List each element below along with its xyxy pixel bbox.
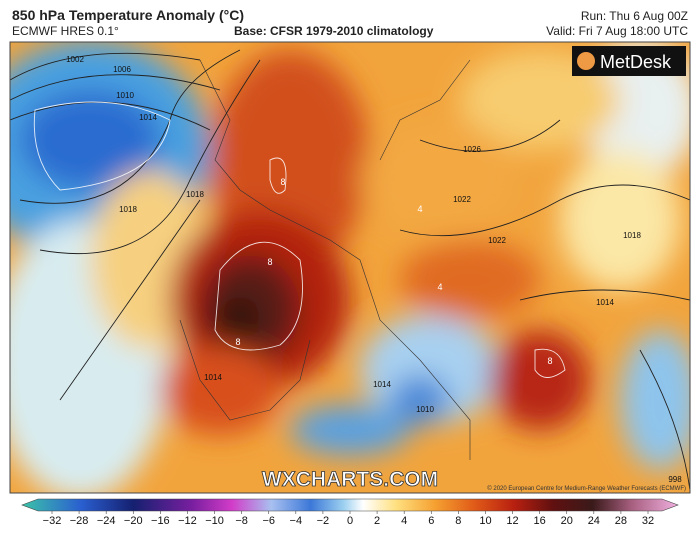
colorbar-label: 6: [428, 515, 434, 527]
colorbar-label: 32: [642, 515, 654, 527]
isobars: [10, 49, 690, 491]
isobar-label: 1026: [463, 145, 481, 154]
colorbar-label: −28: [70, 515, 89, 527]
isobar-label: 1014: [596, 298, 614, 307]
colorbar-label: −20: [124, 515, 143, 527]
colorbar-label: −16: [151, 515, 170, 527]
colorbar-label: −8: [235, 515, 248, 527]
colorbar-label: 12: [506, 515, 518, 527]
colorbar-label: −24: [97, 515, 116, 527]
colorbar-label: −2: [317, 515, 330, 527]
anomaly-label: 8: [280, 177, 285, 187]
map: 1002 1006 1010 1014 1018 1018 1022 1026 1022 1018…: [10, 42, 690, 493]
colorbar-label: −6: [262, 515, 275, 527]
anomaly-label: 4: [437, 282, 442, 292]
anomaly-label: 8: [267, 257, 272, 267]
colorbar: −32 −28 −24 −20 −16 −12 −10 −8 −6 −4 −2 0 2 4 6 8 10 12 16…: [21, 498, 679, 527]
run: Run: Thu 6 Aug 00Z: [581, 9, 688, 23]
logo-icon: [577, 52, 595, 70]
logo: MetDesk: [600, 52, 672, 72]
colorbar-label: 0: [347, 515, 353, 527]
isobar-label: 1018: [186, 190, 204, 199]
model: ECMWF HRES 0.1°: [12, 24, 119, 38]
colorbar-label: 16: [534, 515, 546, 527]
credit: © 2020 European Centre for Medium-Range …: [487, 485, 686, 492]
isobar-label: 1006: [113, 65, 131, 74]
title: 850 hPa Temperature Anomaly (°C): [12, 7, 244, 23]
colorbar-label: 24: [588, 515, 600, 527]
isobar-label: 1014: [139, 113, 157, 122]
anomaly-label-group: 8 8 4 8 8 4: [235, 177, 552, 366]
anomaly-label: 8: [547, 356, 552, 366]
anomaly-contours: [33, 101, 566, 378]
isobar-label: 1010: [416, 405, 434, 414]
watermark: WXCHARTS.COM: [262, 468, 438, 491]
colorbar-label: 28: [615, 515, 627, 527]
colorbar-label: 4: [401, 515, 407, 527]
isobar-label: 1014: [373, 380, 391, 389]
colorbar-label: −4: [290, 515, 303, 527]
valid: Valid: Fri 7 Aug 18:00 UTC: [546, 24, 688, 38]
isobar-label: 1010: [116, 91, 134, 100]
isobar-label: 1022: [453, 195, 471, 204]
colorbar-label: −10: [205, 515, 224, 527]
isobar-label: 1018: [623, 231, 641, 240]
isobar-label: 1014: [204, 373, 222, 382]
colorbar-label: 2: [374, 515, 380, 527]
colorbar-label: 20: [561, 515, 573, 527]
anomaly-label: 4: [417, 204, 422, 214]
colorbar-label: 8: [455, 515, 461, 527]
isobar-label: 1022: [488, 236, 506, 245]
colorbar-label: −12: [178, 515, 197, 527]
isobar-label: 998: [668, 475, 682, 484]
coastlines: [179, 59, 471, 460]
colorbar-bar: [21, 498, 679, 512]
isobar-label-group: 1002 1006 1010 1014 1018 1018 1022 1026 1022 1018…: [66, 55, 682, 484]
header: 850 hPa Temperature Anomaly (°C) ECMWF H…: [12, 7, 688, 38]
colorbar-label: −32: [43, 515, 62, 527]
map-frame: [9, 41, 691, 494]
isobar-label: 1018: [119, 205, 137, 214]
isobar-label: 1002: [66, 55, 84, 64]
base: Base: CFSR 1979-2010 climatology: [234, 24, 434, 38]
colorbar-label: 10: [479, 515, 491, 527]
anomaly-label: 8: [235, 337, 240, 347]
